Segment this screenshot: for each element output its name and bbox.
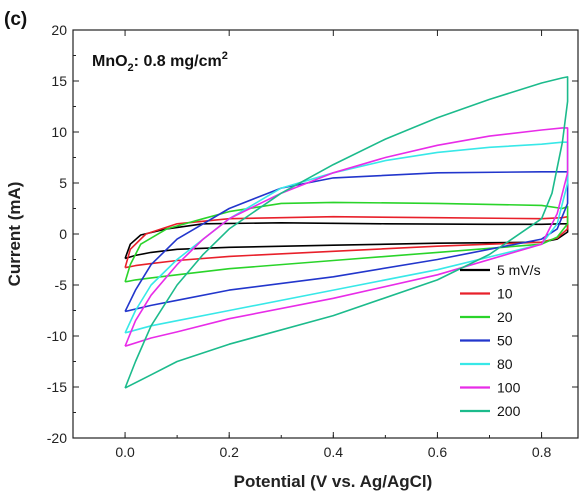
y-tick-label: -10 [47,328,67,344]
y-tick-label: 5 [59,175,67,191]
x-tick-label: 0.6 [428,444,448,460]
y-tick-label: 15 [51,73,67,89]
x-tick-label: 0.0 [115,444,135,460]
y-axis-ticks: -20 -15 -10 -5 0 5 10 15 20 [47,22,578,446]
x-tick-label: 0.4 [324,444,344,460]
legend-label: 50 [497,333,513,349]
x-axis-label: Potential (V vs. Ag/AgCl) [234,472,433,491]
annotation-rest: : 0.8 mg/cm [134,53,222,70]
annotation-sup: 2 [222,50,228,62]
legend-label: 80 [497,356,513,372]
legend: 5 mV/s 10 20 50 80 100 200 [460,262,541,419]
cv-curve-80 [124,141,569,334]
y-tick-label: 20 [51,22,67,38]
cv-curves [124,76,569,389]
cv-curve-200 [124,76,569,389]
legend-label: 20 [497,309,513,325]
panel-label: (c) [4,9,27,30]
cv-curve-20 [124,201,569,283]
legend-label: 200 [497,403,521,419]
y-tick-label: 10 [51,124,67,140]
y-tick-label: -5 [55,277,68,293]
cv-curve-5-mv-s [124,222,569,260]
annotation-main: MnO [92,53,128,70]
annotation-sub: 2 [128,62,134,74]
cv-curve-100 [124,127,569,347]
y-tick-label: 0 [59,226,67,242]
y-tick-label: -15 [47,379,67,395]
x-tick-label: 0.8 [532,444,552,460]
cv-curve-50 [124,171,569,313]
loading-annotation: MnO2: 0.8 mg/cm2 [92,50,228,74]
y-tick-label: -20 [47,430,67,446]
legend-label: 5 mV/s [497,262,541,278]
y-axis-label: Current (mA) [5,182,24,287]
x-axis-ticks: 0.0 0.2 0.4 0.6 0.8 [72,30,552,460]
legend-label: 100 [497,380,521,396]
legend-label: 10 [497,286,513,302]
x-tick-label: 0.2 [219,444,239,460]
